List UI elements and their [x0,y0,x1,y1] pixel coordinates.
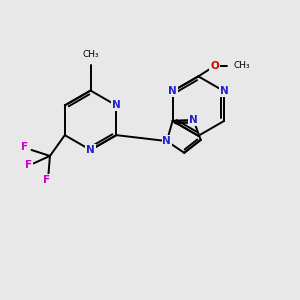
Text: CH₃: CH₃ [233,61,250,70]
Text: N: N [162,136,171,146]
Text: N: N [189,115,198,125]
Text: F: F [21,142,28,152]
Text: N: N [220,86,229,96]
Text: N: N [112,100,121,110]
Text: N: N [168,86,177,96]
Text: CH₃: CH₃ [82,50,99,59]
Text: O: O [210,61,219,71]
Text: F: F [44,175,50,185]
Text: F: F [25,160,32,170]
Text: N: N [86,145,95,155]
